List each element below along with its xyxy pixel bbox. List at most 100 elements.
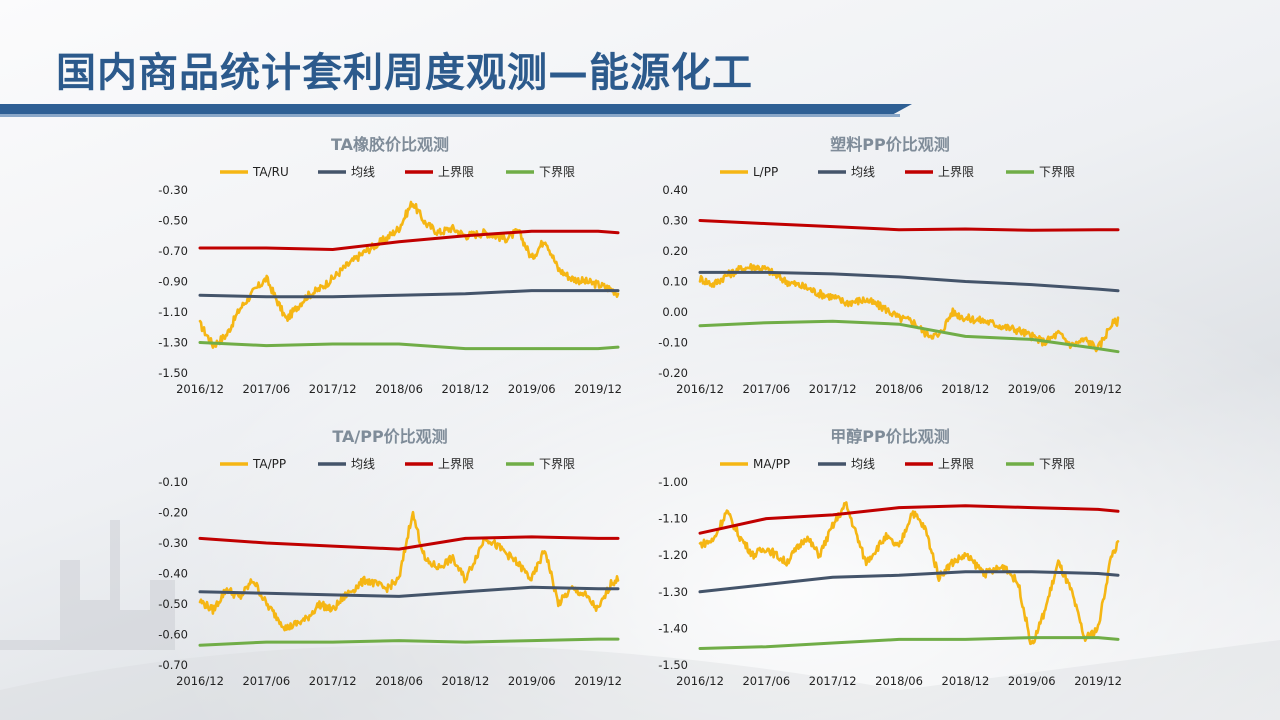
x-tick-label: 2017/06 [742,382,790,396]
x-tick-label: 2016/12 [676,382,724,396]
y-tick-label: 0.40 [662,183,688,197]
y-tick-label: -0.70 [158,658,188,672]
y-tick-label: -0.10 [658,336,688,350]
x-tick-label: 2019/06 [508,382,556,396]
chart-title: 甲醇PP价比观测 [830,427,949,446]
legend-label-mean: 均线 [851,165,875,179]
legend-label-lower: 下界限 [1039,165,1075,179]
chart-svg: TA橡胶价比观测 TA/RU 均线 上界限 下界限 -0.30 -0.50 -0.70 -0.9… [158,135,622,396]
x-tick-label: 2018/06 [875,382,923,396]
legend-item-lower: 下界限 [1006,457,1075,471]
legend-label-mean: 均线 [851,457,875,471]
series-line-ratio [198,200,620,349]
series-line-mean [698,270,1120,293]
legend-item-lower: 下界限 [506,165,575,179]
y-tick-label: -0.50 [158,214,188,228]
legend-label-ratio: L/PP [753,165,778,179]
y-tick-label: -0.40 [158,567,188,581]
chart-svg: TA/PP价比观测 TA/PP 均线 上界限 下界限 -0.10 -0.20 -0.30 -0.… [158,427,622,688]
series-line-mean [198,289,620,299]
legend-label-upper: 上界限 [438,457,474,471]
legend-item-mean: 均线 [318,165,375,179]
x-tick-label: 2019/12 [574,674,622,688]
chart-panel-ma-pp: 甲醇PP价比观测 MA/PP 均线 上界限 下界限 -1.00 -1.10 -1.20 -1.3… [650,420,1130,690]
x-tick-label: 2018/12 [442,674,490,688]
y-tick-label: -0.60 [158,628,188,642]
x-tick-label: 2018/06 [875,674,923,688]
chart-svg: 甲醇PP价比观测 MA/PP 均线 上界限 下界限 -1.00 -1.10 -1.20 -1.3… [658,427,1122,688]
x-tick-label: 2017/12 [309,382,357,396]
legend-label-mean: 均线 [351,165,375,179]
y-tick-label: -1.00 [658,475,688,489]
page-title: 国内商品统计套利周度观测—能源化工 [56,50,753,96]
series-line-ratio [198,510,620,632]
legend-item-lower: 下界限 [506,457,575,471]
series-line-upper [698,504,1120,535]
chart-title: TA/PP价比观测 [332,427,447,446]
x-tick-label: 2018/06 [375,382,423,396]
y-tick-label: -1.30 [658,585,688,599]
legend-label-upper: 上界限 [438,165,474,179]
x-tick-label: 2017/06 [242,382,290,396]
y-tick-label: 0.30 [662,214,688,228]
series-line-mean [698,570,1120,594]
x-tick-label: 2017/12 [809,382,857,396]
x-tick-label: 2019/06 [1008,382,1056,396]
chart-title: 塑料PP价比观测 [830,135,949,154]
y-tick-label: -0.30 [158,183,188,197]
x-tick-label: 2019/06 [508,674,556,688]
legend-item-ratio: MA/PP [720,457,790,471]
legend-label-lower: 下界限 [539,457,575,471]
y-tick-label: -0.20 [158,506,188,520]
chart-panel-ta-ru: TA橡胶价比观测 TA/RU 均线 上界限 下界限 -0.30 -0.50 -0.70 -0.9… [150,128,630,398]
legend-label-ratio: TA/PP [252,457,286,471]
legend-item-ratio: TA/PP [220,457,286,471]
x-tick-label: 2017/12 [809,674,857,688]
series-line-lower [198,341,620,351]
y-tick-label: 0.10 [662,275,688,289]
legend-item-ratio: TA/RU [220,165,289,179]
y-tick-label: -1.50 [158,366,188,380]
x-tick-label: 2018/06 [375,674,423,688]
chart-panel-l-pp: 塑料PP价比观测 L/PP 均线 上界限 下界限 0.40 0.30 0.20 0.10 0.00… [650,128,1130,398]
x-tick-label: 2017/06 [742,674,790,688]
y-tick-label: -0.70 [158,244,188,258]
title-underline-accent [0,114,900,117]
legend-label-ratio: TA/RU [252,165,289,179]
chart-panel-ta-pp: TA/PP价比观测 TA/PP 均线 上界限 下界限 -0.10 -0.20 -0.30 -0.… [150,420,630,690]
legend-item-mean: 均线 [818,165,875,179]
y-tick-label: -0.30 [158,536,188,550]
legend-label-ratio: MA/PP [753,457,790,471]
legend-item-mean: 均线 [318,457,375,471]
series-line-ratio [698,263,1120,353]
series-line-lower [698,319,1120,354]
y-tick-label: -1.50 [658,658,688,672]
y-tick-label: -1.10 [158,305,188,319]
x-tick-label: 2018/12 [442,382,490,396]
y-tick-label: -1.20 [658,548,688,562]
x-tick-label: 2016/12 [676,674,724,688]
chart-title: TA橡胶价比观测 [331,135,449,154]
legend-label-lower: 下界限 [1039,457,1075,471]
series-line-upper [198,535,620,551]
series-line-lower [698,636,1120,650]
y-tick-label: -1.40 [658,621,688,635]
x-tick-label: 2019/12 [1074,382,1122,396]
legend-item-ratio: L/PP [720,165,778,179]
y-tick-label: -0.20 [658,366,688,380]
x-tick-label: 2016/12 [176,382,224,396]
legend-label-upper: 上界限 [938,457,974,471]
legend-label-mean: 均线 [351,457,375,471]
x-tick-label: 2016/12 [176,674,224,688]
x-tick-label: 2017/12 [309,674,357,688]
y-tick-label: -1.10 [658,512,688,526]
series-line-lower [198,637,620,647]
y-tick-label: -1.30 [158,336,188,350]
y-tick-label: -0.90 [158,275,188,289]
legend-label-lower: 下界限 [539,165,575,179]
x-tick-label: 2018/12 [942,674,990,688]
series-line-upper [198,229,620,251]
x-tick-label: 2019/12 [574,382,622,396]
x-tick-label: 2019/06 [1008,674,1056,688]
legend-item-mean: 均线 [818,457,875,471]
